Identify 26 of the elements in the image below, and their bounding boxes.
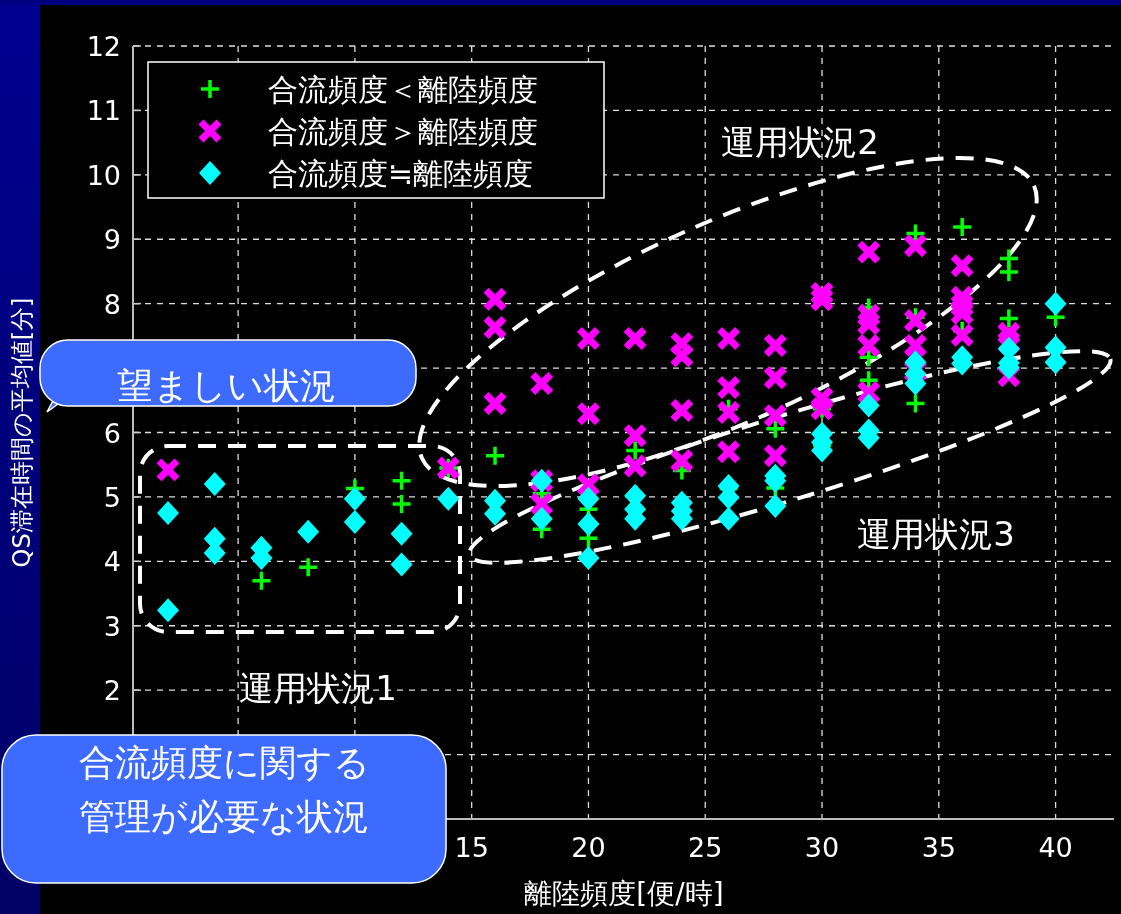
y-tick-label: 8 — [103, 288, 121, 320]
y-tick-label: 5 — [103, 481, 121, 513]
y-tick-label: 12 — [86, 31, 121, 62]
x-tick-label: 15 — [454, 832, 489, 863]
annotation: 運用状況1 — [239, 668, 397, 708]
x-tick-label: 40 — [1038, 832, 1073, 863]
y-tick-label: 4 — [103, 546, 121, 578]
annotation: 運用状況3 — [857, 514, 1015, 554]
x-tick-label: 20 — [571, 832, 606, 863]
y-tick-label: 2 — [103, 675, 121, 707]
annotation: 合流頻度に関する管理が必要な状況 — [78, 742, 370, 837]
x-tick-label: 35 — [921, 832, 956, 863]
y-tick-label: 11 — [86, 95, 121, 127]
x-tick-label: 25 — [688, 832, 723, 863]
legend-label: 合流頻度≒離陸頻度 — [268, 156, 534, 191]
annotation: 望ましい状況 — [116, 365, 336, 406]
annotation: 運用状況2 — [721, 122, 879, 162]
y-tick-label: 3 — [103, 610, 121, 642]
x-tick-label: 30 — [804, 832, 840, 863]
x-axis-title: 離陸頻度[便/時] — [524, 877, 724, 910]
legend-label: 合流頻度＜離陸頻度 — [268, 72, 538, 107]
y-tick-label: 9 — [103, 224, 121, 256]
y-tick-label: 6 — [103, 417, 121, 449]
y-axis-title: QS滞在時間の平均値[分] — [8, 297, 36, 568]
legend-label: 合流頻度＞離陸頻度 — [268, 114, 538, 149]
y-tick-label: 10 — [86, 159, 121, 191]
